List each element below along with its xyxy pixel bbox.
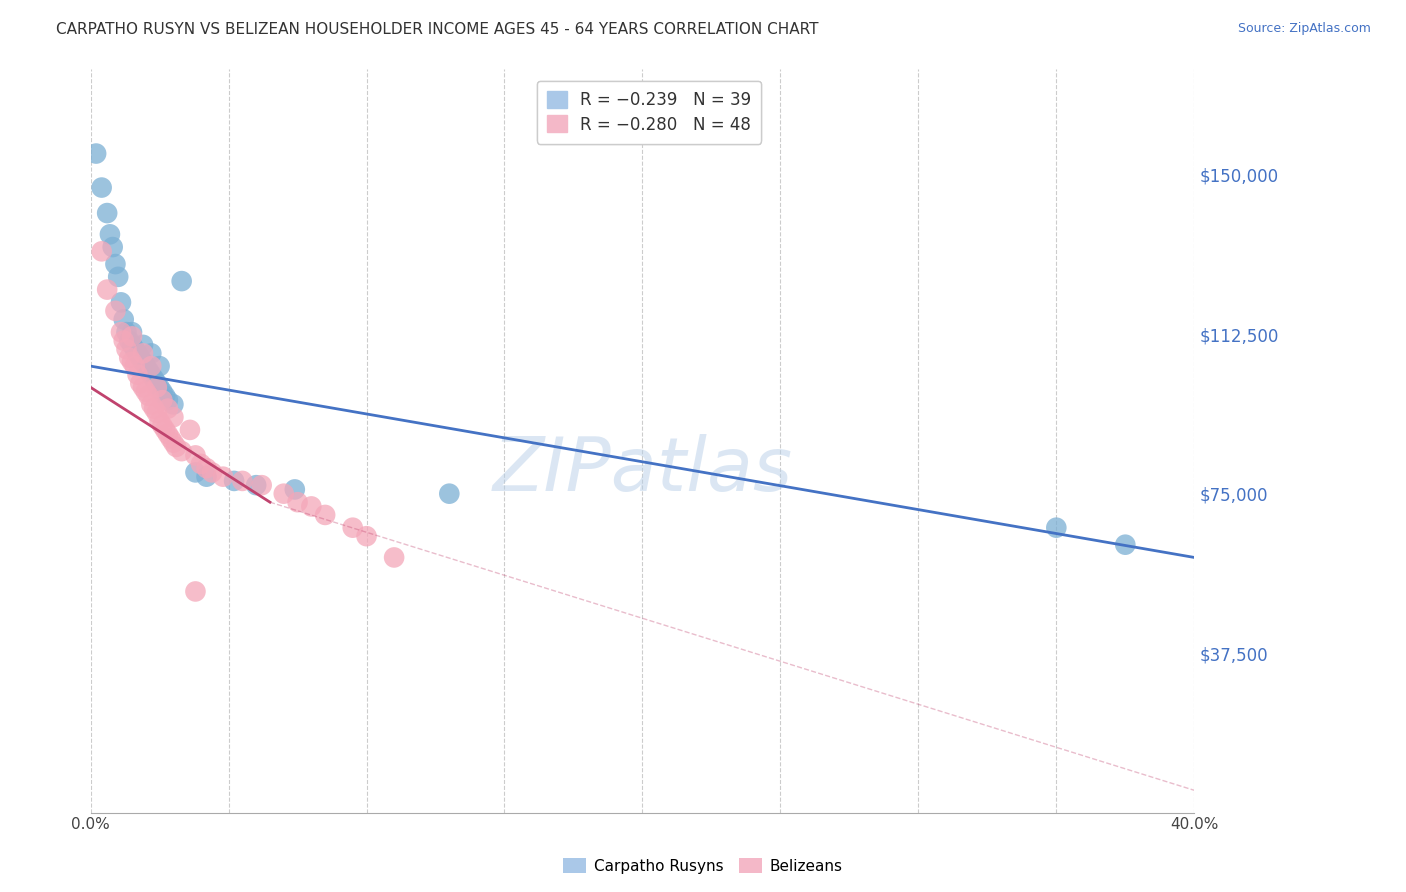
- Point: [314, 508, 336, 522]
- Point: [129, 351, 152, 365]
- Point: [90, 180, 112, 194]
- Point: [129, 376, 152, 391]
- Point: [162, 410, 184, 425]
- Text: Source: ZipAtlas.com: Source: ZipAtlas.com: [1237, 22, 1371, 36]
- Point: [150, 384, 173, 399]
- Point: [96, 206, 118, 220]
- Point: [170, 444, 193, 458]
- Point: [146, 376, 169, 391]
- Point: [150, 393, 173, 408]
- Point: [143, 372, 166, 386]
- Point: [212, 469, 235, 483]
- Point: [284, 483, 307, 497]
- Point: [170, 274, 193, 288]
- Point: [146, 380, 169, 394]
- Point: [222, 474, 245, 488]
- Point: [195, 469, 218, 483]
- Point: [84, 146, 107, 161]
- Point: [1045, 521, 1067, 535]
- Point: [135, 359, 157, 373]
- Point: [156, 401, 179, 416]
- Point: [132, 380, 155, 394]
- Point: [127, 368, 149, 382]
- Point: [146, 406, 169, 420]
- Point: [299, 500, 322, 514]
- Point: [96, 283, 118, 297]
- Point: [156, 427, 179, 442]
- Point: [184, 584, 207, 599]
- Point: [132, 355, 155, 369]
- Point: [132, 338, 155, 352]
- Legend: R = −0.239   N = 39, R = −0.280   N = 48: R = −0.239 N = 39, R = −0.280 N = 48: [537, 80, 761, 144]
- Point: [112, 312, 135, 326]
- Point: [110, 295, 132, 310]
- Point: [141, 346, 163, 360]
- Point: [179, 423, 201, 437]
- Point: [115, 325, 138, 339]
- Point: [141, 397, 163, 411]
- Point: [124, 342, 146, 356]
- Point: [121, 325, 143, 339]
- Point: [107, 269, 129, 284]
- Point: [135, 384, 157, 399]
- Point: [127, 346, 149, 360]
- Point: [439, 486, 461, 500]
- Point: [342, 521, 364, 535]
- Point: [121, 355, 143, 369]
- Point: [150, 418, 173, 433]
- Point: [382, 550, 405, 565]
- Text: ZIPatlas: ZIPatlas: [492, 434, 793, 507]
- Point: [98, 227, 121, 242]
- Point: [132, 346, 155, 360]
- Point: [153, 389, 176, 403]
- Point: [118, 351, 141, 365]
- Point: [273, 486, 295, 500]
- Point: [149, 359, 172, 373]
- Point: [184, 466, 207, 480]
- Point: [149, 414, 172, 428]
- Point: [141, 368, 163, 382]
- Point: [121, 338, 143, 352]
- Point: [231, 474, 253, 488]
- Point: [141, 359, 163, 373]
- Point: [159, 431, 181, 445]
- Point: [124, 359, 146, 373]
- Point: [1114, 538, 1136, 552]
- Point: [156, 393, 179, 408]
- Point: [115, 342, 138, 356]
- Point: [165, 440, 187, 454]
- Point: [195, 461, 218, 475]
- Legend: Carpatho Rusyns, Belizeans: Carpatho Rusyns, Belizeans: [557, 852, 849, 880]
- Text: CARPATHO RUSYN VS BELIZEAN HOUSEHOLDER INCOME AGES 45 - 64 YEARS CORRELATION CHA: CARPATHO RUSYN VS BELIZEAN HOUSEHOLDER I…: [56, 22, 818, 37]
- Point: [162, 397, 184, 411]
- Point: [201, 466, 224, 480]
- Point: [138, 389, 160, 403]
- Point: [149, 380, 172, 394]
- Point: [104, 303, 127, 318]
- Point: [143, 401, 166, 416]
- Point: [121, 329, 143, 343]
- Point: [153, 423, 176, 437]
- Point: [356, 529, 378, 543]
- Point: [184, 449, 207, 463]
- Point: [112, 334, 135, 348]
- Point: [118, 334, 141, 348]
- Point: [104, 257, 127, 271]
- Point: [287, 495, 309, 509]
- Point: [110, 325, 132, 339]
- Point: [190, 457, 212, 471]
- Point: [138, 363, 160, 377]
- Point: [101, 240, 124, 254]
- Point: [90, 244, 112, 259]
- Point: [250, 478, 273, 492]
- Point: [245, 478, 267, 492]
- Point: [162, 435, 184, 450]
